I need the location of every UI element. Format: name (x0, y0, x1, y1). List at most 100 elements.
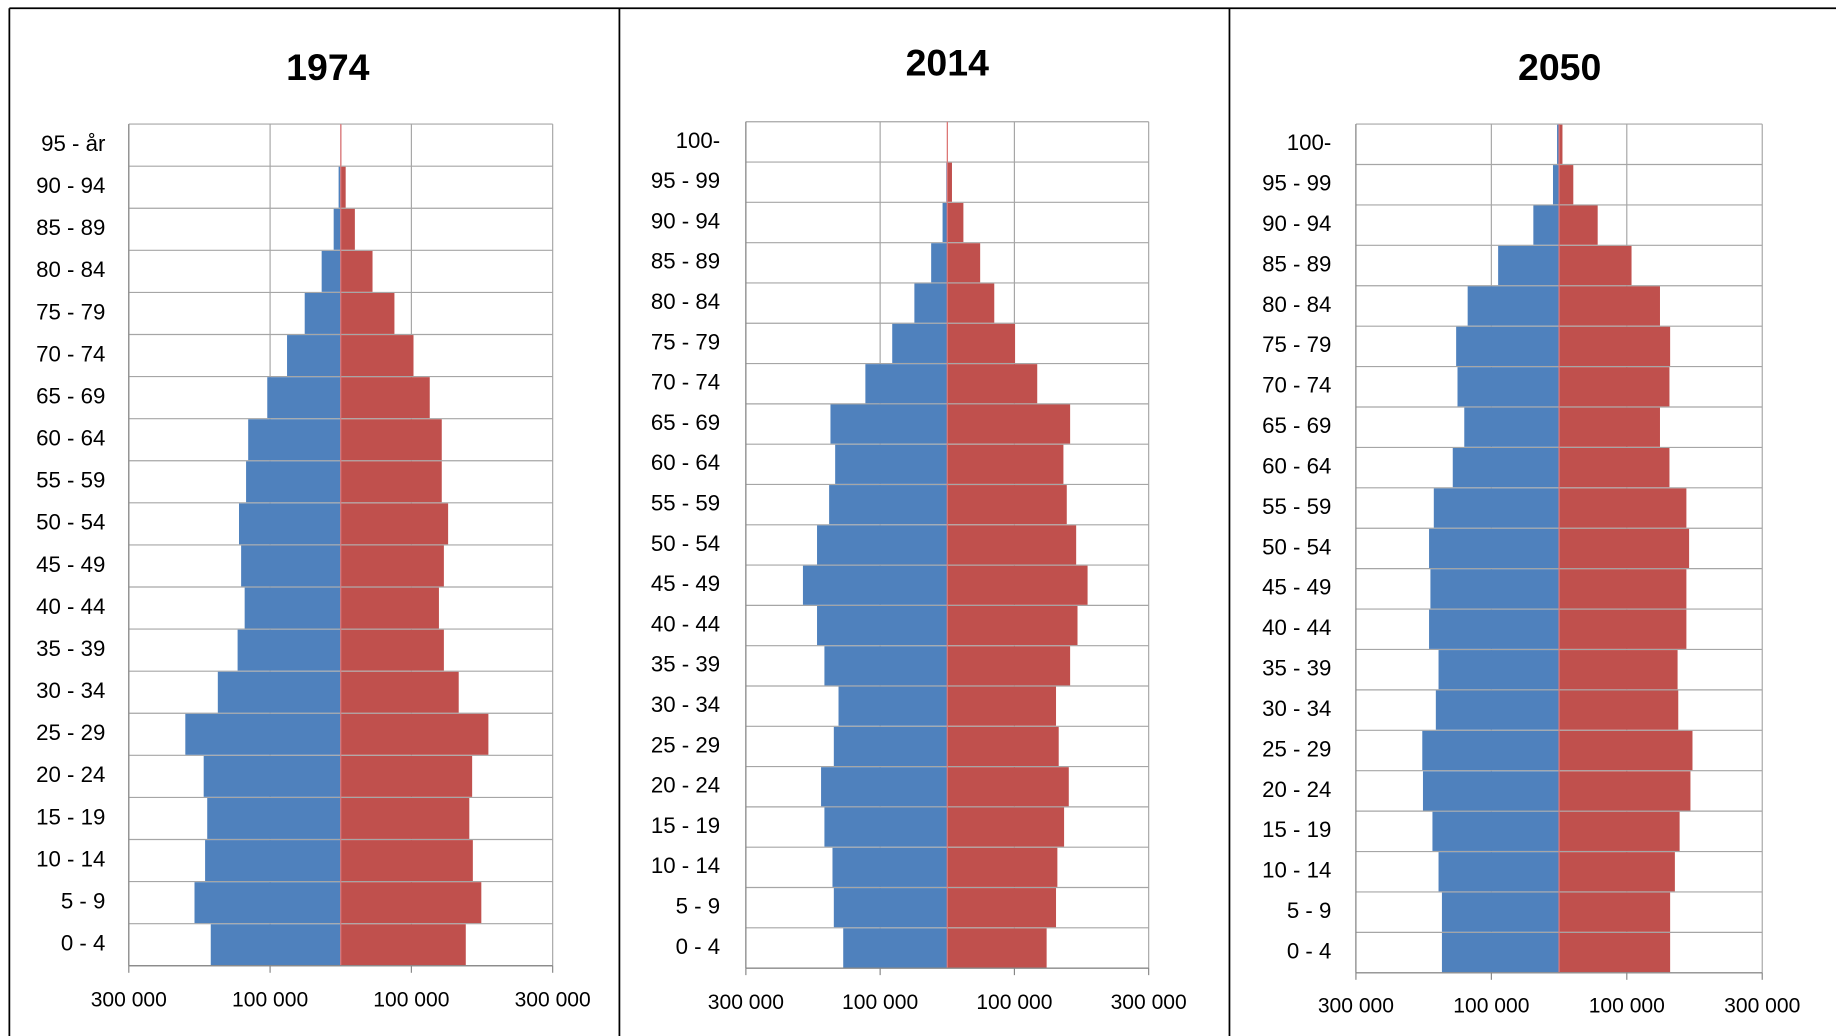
category-label: 0 - 4 (1287, 938, 1332, 963)
category-label: 5 - 9 (61, 889, 106, 914)
bar (947, 323, 1016, 363)
bar (1559, 650, 1678, 690)
bar (340, 798, 470, 839)
bar (340, 166, 346, 208)
bar (1435, 690, 1560, 730)
bar (1430, 569, 1560, 609)
chart-title: 1974 (286, 46, 369, 88)
bar (865, 364, 948, 404)
bar (340, 713, 489, 755)
bar (340, 335, 414, 377)
bar (947, 444, 1064, 484)
bar (829, 485, 948, 525)
category-label: 85 - 89 (1262, 251, 1331, 276)
category-label: 65 - 69 (36, 384, 105, 409)
bar (1559, 811, 1680, 851)
category-label: 20 - 24 (651, 773, 720, 798)
category-label: 80 - 84 (36, 257, 105, 282)
category-label: 50 - 54 (1262, 534, 1331, 559)
category-label: 55 - 59 (651, 490, 720, 515)
bar (340, 882, 482, 924)
bar (1433, 488, 1560, 528)
bar (947, 767, 1069, 807)
bar (931, 243, 948, 283)
bar (947, 928, 1047, 968)
bar (338, 166, 341, 208)
category-label: 75 - 79 (1262, 332, 1331, 357)
bar (1441, 932, 1560, 973)
bar (1559, 730, 1693, 771)
x-tick-label: 100 000 (232, 988, 308, 1011)
category-label: 10 - 14 (36, 846, 105, 871)
category-label: 25 - 29 (1262, 736, 1331, 761)
category-label: 90 - 94 (36, 173, 105, 198)
bar (287, 335, 341, 377)
bar (1559, 124, 1563, 164)
category-label: 95 - år (41, 131, 106, 156)
x-tick-label: 300 000 (91, 988, 167, 1011)
chart-title: 2050 (1518, 46, 1601, 88)
category-label: 20 - 24 (1262, 777, 1331, 802)
category-label: 95 - 99 (1262, 171, 1331, 196)
category-label: 0 - 4 (61, 931, 106, 956)
bar (947, 605, 1078, 646)
bar (947, 525, 1077, 565)
bar (824, 807, 948, 847)
bar (1559, 326, 1671, 366)
bar (340, 755, 473, 797)
bar (267, 377, 341, 419)
category-label: 45 - 49 (36, 552, 105, 577)
bar (947, 283, 995, 323)
bar (207, 798, 341, 839)
bar (1559, 447, 1670, 488)
bar (947, 243, 981, 283)
x-tick-label: 100 000 (842, 991, 918, 1014)
bar (340, 377, 430, 419)
bar (947, 807, 1065, 847)
bar (239, 503, 341, 545)
bar (1559, 569, 1687, 609)
category-label: 30 - 34 (1262, 696, 1331, 721)
bar (1429, 528, 1560, 569)
category-label: 95 - 99 (651, 168, 720, 193)
bar (1498, 245, 1560, 286)
category-label: 15 - 19 (36, 804, 105, 829)
category-label: 10 - 14 (651, 853, 720, 878)
bar (1559, 245, 1632, 286)
category-label: 10 - 14 (1262, 858, 1331, 883)
bar (843, 928, 948, 968)
bar (1559, 609, 1687, 649)
bar (1422, 771, 1560, 811)
bar (1422, 730, 1560, 771)
bar (333, 208, 341, 250)
bar (833, 888, 948, 928)
category-label: 100- (1287, 130, 1332, 155)
bar (835, 444, 948, 484)
category-label: 40 - 44 (651, 611, 720, 636)
category-label: 85 - 89 (36, 215, 105, 240)
bar (1559, 690, 1679, 730)
x-tick-label: 300 000 (515, 988, 591, 1011)
bar (340, 671, 459, 713)
category-label: 80 - 84 (651, 289, 720, 314)
bar (194, 882, 341, 924)
bar (1559, 488, 1687, 528)
category-label: 45 - 49 (651, 571, 720, 596)
category-label: 30 - 34 (36, 678, 105, 703)
x-tick-label: 300 000 (708, 991, 784, 1014)
category-label: 40 - 44 (1262, 615, 1331, 640)
bar (833, 726, 948, 767)
bar (1432, 811, 1560, 851)
x-tick-label: 300 000 (1318, 994, 1394, 1017)
bar (947, 847, 1058, 887)
category-label: 90 - 94 (1262, 211, 1331, 236)
bar (340, 293, 395, 334)
category-label: 60 - 64 (651, 450, 720, 475)
bar (210, 924, 341, 966)
bar (1533, 205, 1560, 245)
bar (1559, 932, 1671, 973)
bar (340, 250, 373, 292)
bar (817, 525, 948, 565)
bar (802, 565, 948, 605)
